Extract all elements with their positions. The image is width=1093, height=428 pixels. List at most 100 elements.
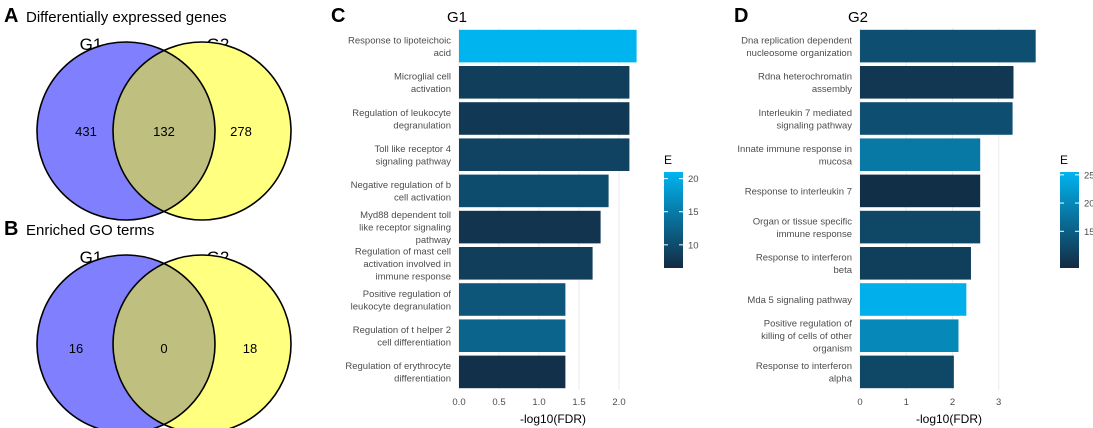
g1-category-label-line: Microglial cell [394,72,451,83]
g2-category-label-line: killing of cells of other [761,331,852,342]
g2-category-label-line: alpha [829,374,853,385]
venn-a-overlap-count: 132 [153,124,175,139]
venn-b-overlap [113,263,215,425]
venn-a-right-outline [112,41,292,221]
g2-category-label-line: Mda 5 signaling pathway [747,295,852,306]
g1-x-tick-label: 0.0 [452,397,465,408]
g1-legend-tick-label: 15 [688,207,699,218]
venn-b-left-outline [36,254,216,428]
g2-category-label: Dna replication dependent nucleosome orga… [741,35,852,59]
panel-a-title: Differentially expressed genes [26,9,227,26]
g1-category-label-line: cell activation [394,193,451,204]
g1-category-label-line: activation [411,84,451,95]
g1-category-label-line: Regulation of erythrocyte [345,361,451,372]
g1-category-label-line: leukocyte degranulation [351,301,451,312]
venn-a-left-outline [36,41,216,221]
g1-category-label-line: activation involved in [363,259,451,270]
g2-category-label: Organ or tissue specific immune response [753,216,853,240]
g1-category-label-line: Regulation of mast cell [355,246,451,257]
g2-bar [860,29,1036,63]
bar-chart-g2: G2 Dna replication dependent nucleosome or… [737,9,1093,426]
g1-category-label-line: Myd88 dependent toll [360,210,451,221]
g2-bar [860,210,981,244]
g1-category-label: Toll like receptor 4 signaling pathway [374,144,451,168]
g2-category-label: Rdna heterochromatin assembly [758,72,852,96]
g1-category-label-line: pathway [416,235,452,246]
g1-category-label-line: differentiation [394,374,451,385]
g2-category-label-line: Dna replication dependent [741,35,852,46]
g2-legend-colorbar [1060,172,1079,268]
venn-b-right-outline [112,254,292,428]
g1-category-label-line: Regulation of t helper 2 [353,325,451,336]
venn-a-right-count: 278 [230,124,252,139]
g1-bar [459,319,566,352]
panel-a-letter: A [4,5,18,27]
venn-b-left-count: 16 [69,341,83,356]
g2-legend-tick-label: 15 [1084,227,1093,238]
panel-b-title: Enriched GO terms [26,222,154,239]
g2-x-tick-label: 3 [996,397,1001,408]
g1-bar [459,138,630,171]
g2-category-label-line: organism [813,344,852,355]
g2-bar [860,247,971,280]
g2-category-label-line: Rdna heterochromatin [758,72,852,83]
g2-category-label: Innate immune response in mucosa [737,144,852,168]
g2-bar [860,319,959,352]
g1-category-label-line: cell differentiation [377,337,451,348]
g1-x-tick-label: 0.5 [492,397,505,408]
g1-category-label-line: Regulation of leukocyte [352,108,451,119]
panel-d-letter: D [734,5,748,27]
g1-category-label-line: Response to lipoteichoic [348,35,451,46]
g2-category-label-line: beta [834,265,853,276]
g2-bar [860,283,967,316]
g1-category-label: Positive regulation of leukocyte degranul… [351,289,452,313]
g1-bar [459,66,630,99]
g2-category-label-line: signaling pathway [776,120,852,131]
g2-category-label-line: immune response [776,229,852,240]
g1-category-label: Myd88 dependent toll like receptor signal… [359,210,451,246]
g1-bar [459,29,637,63]
g2-category-label-line: Organ or tissue specific [753,216,853,227]
g2-legend-tick-label: 25 [1084,170,1093,181]
g2-bar [860,138,981,171]
g1-x-tick-label: 2.0 [612,397,625,408]
g1-bar [459,102,630,135]
g1-category-label-line: immune response [375,271,451,282]
g2-x-axis-title: -log10(FDR) [916,412,982,426]
g1-x-axis-title: -log10(FDR) [520,412,586,426]
g1-category-label: Regulation of mast cell activation involv… [355,246,451,282]
g1-category-label-line: Positive regulation of [363,289,452,300]
g1-category-label: Response to lipoteichoic acid [348,35,451,59]
g1-category-label-line: acid [434,48,451,59]
g2-title: G2 [848,9,868,26]
g2-category-label: Interleukin 7 mediated signaling pathway [759,108,853,132]
g1-x-tick-label: 1.5 [572,397,585,408]
g1-x-tick-label: 1.0 [532,397,545,408]
g1-category-label: Regulation of t helper 2 cell differentia… [353,325,451,349]
g2-category-label: Positive regulation of killing of cells o… [761,319,852,355]
g1-category-label-line: Toll like receptor 4 [374,144,451,155]
g2-bar [860,66,1014,99]
g2-legend-title: E [1060,153,1068,167]
g1-category-label: Regulation of leukocyte degranulation [352,108,451,132]
venn-b-overlap-count: 0 [160,341,167,356]
g1-legend-tick-label: 20 [688,174,699,185]
panel-a: A Differentially expressed genes G1 G2 4… [4,5,292,221]
g2-x-tick-label: 0 [857,397,862,408]
venn-a-left-count: 431 [75,124,97,139]
panel-b: B Enriched GO terms G1 G2 16 0 18 [4,218,292,428]
g1-title: G1 [447,9,467,26]
g1-category-label: Negative regulation of b cell activation [351,180,451,204]
g2-category-label: Response to interferon alpha [756,361,853,385]
panel-c: C G1 Response to lipoteichoic acid Microgli… [331,5,699,426]
g1-bar [459,355,566,389]
g1-bar [459,174,609,208]
g1-legend-colorbar [664,172,683,268]
g2-bar [860,174,981,208]
venn-b-right-count: 18 [243,341,257,356]
g2-x-tick-label: 1 [904,397,909,408]
g2-bar [860,355,954,389]
g1-category-label-line: Negative regulation of b [351,180,451,191]
panel-d: D G2 Dna replication dependent nucleosome … [734,5,1093,426]
